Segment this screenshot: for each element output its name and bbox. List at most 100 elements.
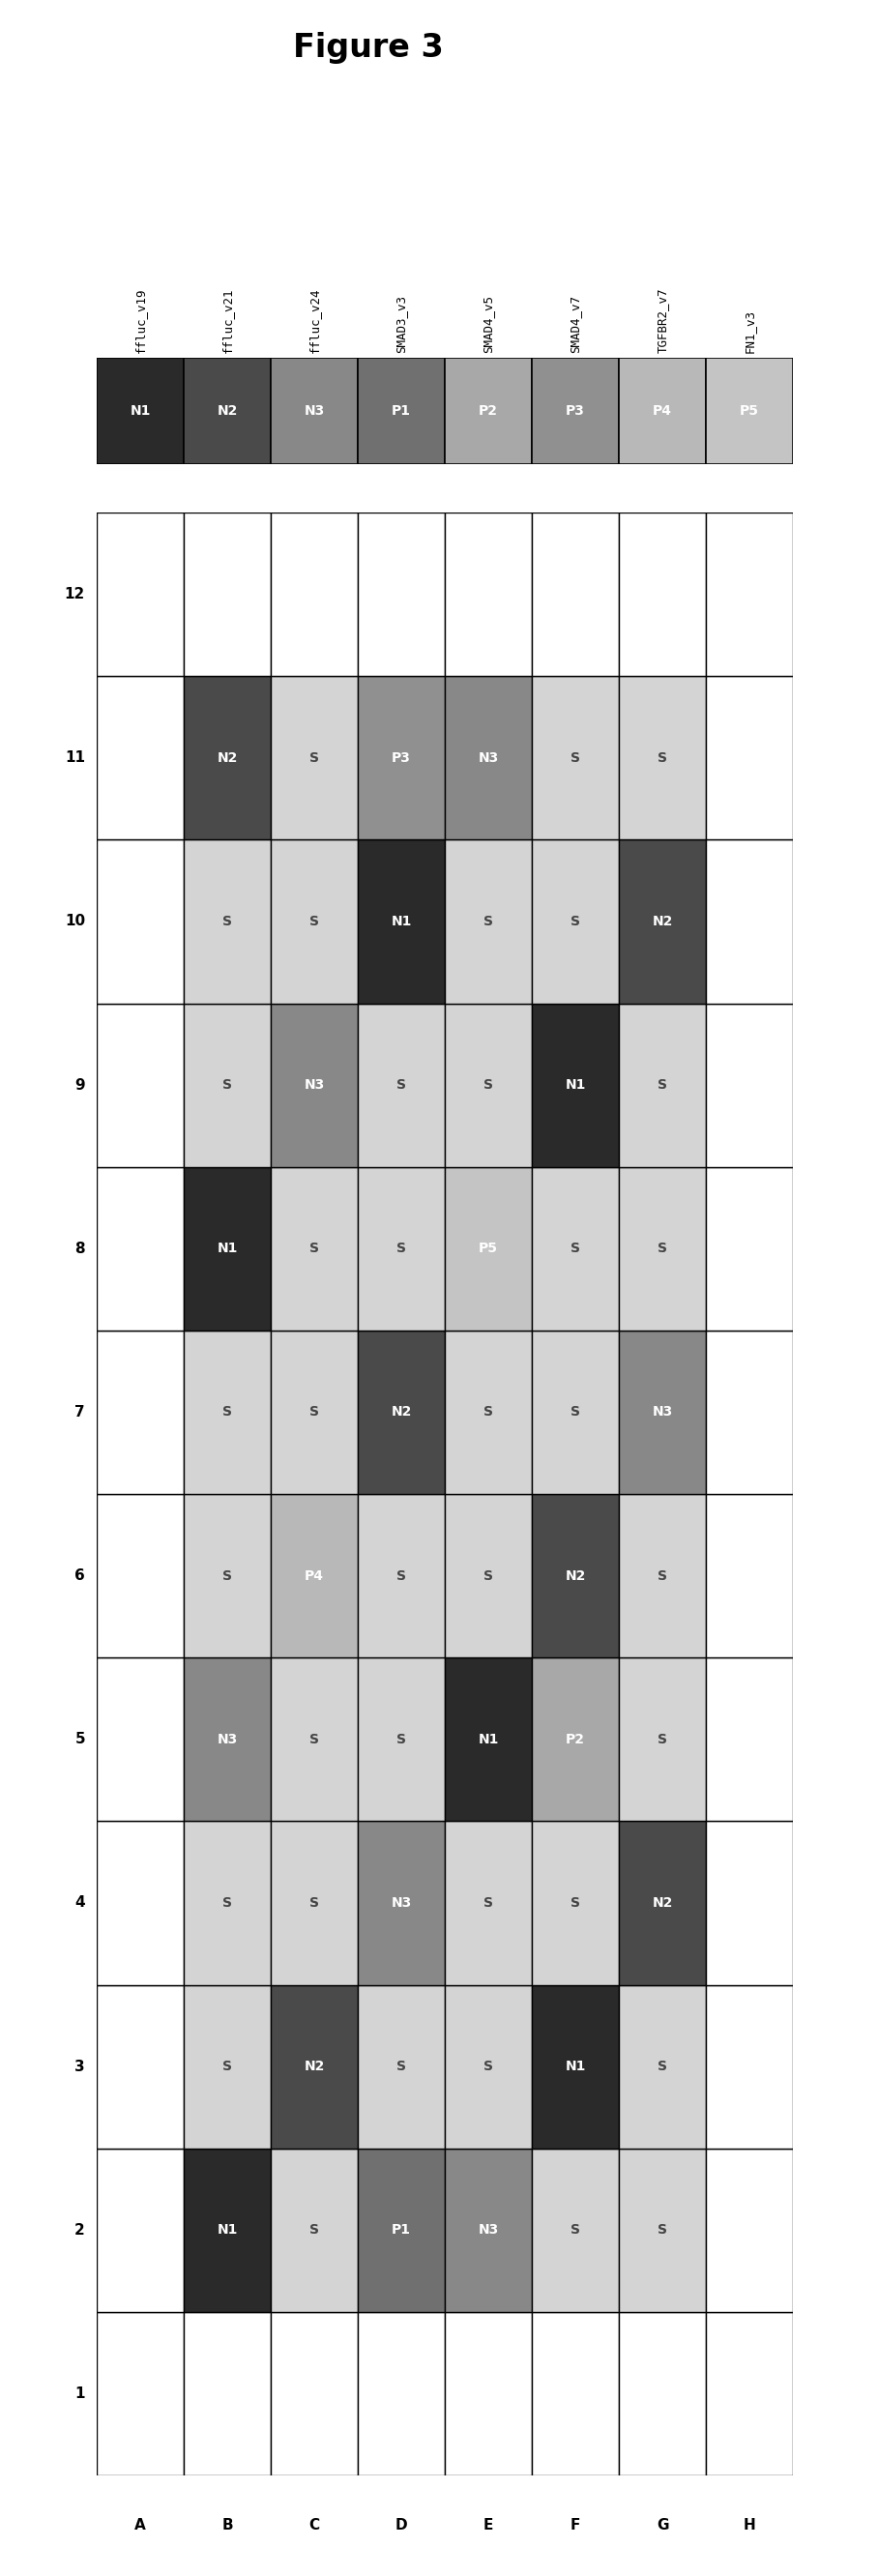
Text: N2: N2: [304, 2061, 325, 2074]
Bar: [532, 1167, 619, 1329]
Bar: [706, 1656, 793, 1821]
Text: S: S: [222, 1079, 232, 1092]
Text: P3: P3: [565, 404, 585, 417]
Bar: [706, 1167, 793, 1329]
Text: S: S: [658, 1569, 667, 1582]
Text: P1: P1: [392, 2223, 411, 2236]
Bar: [184, 1167, 270, 1329]
Text: N1: N1: [391, 914, 412, 927]
Text: N2: N2: [652, 914, 673, 927]
Text: N3: N3: [478, 2223, 499, 2236]
Text: P4: P4: [305, 1569, 324, 1582]
Text: S: S: [309, 1734, 319, 1747]
Bar: [532, 1821, 619, 1984]
Text: P4: P4: [652, 404, 672, 417]
Text: N1: N1: [565, 1079, 586, 1092]
Text: S: S: [484, 1569, 493, 1582]
Bar: [532, 2148, 619, 2311]
Bar: [706, 1984, 793, 2148]
Text: P5: P5: [740, 404, 759, 417]
Text: N1: N1: [217, 2223, 238, 2236]
Bar: [532, 1494, 619, 1656]
Bar: [97, 1167, 184, 1329]
Text: C: C: [309, 2519, 320, 2532]
Bar: [270, 1002, 357, 1167]
Text: ffluc_v21: ffluc_v21: [221, 289, 234, 353]
Text: 9: 9: [75, 1077, 85, 1092]
Bar: [270, 1329, 357, 1494]
Bar: [706, 1821, 793, 1984]
Bar: [532, 358, 619, 464]
Text: N1: N1: [565, 2061, 586, 2074]
Bar: [532, 840, 619, 1002]
Bar: [532, 513, 619, 675]
Text: S: S: [309, 752, 319, 765]
Bar: [97, 2311, 184, 2476]
Text: 3: 3: [75, 2058, 85, 2074]
Text: 12: 12: [65, 587, 85, 603]
Bar: [445, 675, 532, 840]
Text: G: G: [657, 2519, 668, 2532]
Text: ffluc_v19: ffluc_v19: [134, 289, 147, 353]
Text: N2: N2: [652, 1896, 673, 1909]
Text: A: A: [134, 2519, 146, 2532]
Bar: [184, 2311, 270, 2476]
Bar: [357, 1329, 445, 1494]
Bar: [445, 1984, 532, 2148]
Bar: [184, 1329, 270, 1494]
Bar: [184, 840, 270, 1002]
Bar: [706, 1329, 793, 1494]
Bar: [532, 2311, 619, 2476]
Bar: [184, 1656, 270, 1821]
Bar: [445, 1656, 532, 1821]
Text: S: S: [222, 914, 232, 927]
Bar: [357, 840, 445, 1002]
Bar: [706, 840, 793, 1002]
Bar: [97, 1002, 184, 1167]
Bar: [619, 1821, 706, 1984]
Text: S: S: [222, 2061, 232, 2074]
Bar: [97, 1984, 184, 2148]
Text: S: S: [484, 2061, 493, 2074]
Bar: [706, 1494, 793, 1656]
Bar: [357, 1167, 445, 1329]
Bar: [445, 1002, 532, 1167]
Bar: [184, 1984, 270, 2148]
Text: SMAD4_v5: SMAD4_v5: [482, 294, 494, 353]
Text: ffluc_v24: ffluc_v24: [308, 289, 320, 353]
Text: S: S: [658, 1734, 667, 1747]
Bar: [357, 1494, 445, 1656]
Bar: [532, 1984, 619, 2148]
Bar: [270, 1656, 357, 1821]
Text: P1: P1: [392, 404, 411, 417]
Bar: [706, 675, 793, 840]
Text: N2: N2: [217, 404, 238, 417]
Text: S: S: [222, 1569, 232, 1582]
Bar: [97, 1329, 184, 1494]
Bar: [619, 840, 706, 1002]
Text: N3: N3: [304, 1079, 325, 1092]
Text: N3: N3: [652, 1406, 673, 1419]
Bar: [357, 1656, 445, 1821]
Bar: [445, 1494, 532, 1656]
Text: E: E: [483, 2519, 493, 2532]
Bar: [706, 513, 793, 675]
Text: S: S: [397, 1079, 407, 1092]
Text: S: S: [397, 1569, 407, 1582]
Text: N1: N1: [478, 1734, 499, 1747]
Bar: [619, 2311, 706, 2476]
Text: S: S: [571, 752, 580, 765]
Text: N3: N3: [391, 1896, 412, 1909]
Bar: [357, 1984, 445, 2148]
Text: P2: P2: [565, 1734, 585, 1747]
Text: S: S: [571, 1242, 580, 1255]
Bar: [619, 1329, 706, 1494]
Text: 2: 2: [75, 2223, 85, 2239]
Bar: [184, 1494, 270, 1656]
Bar: [97, 1656, 184, 1821]
Bar: [706, 2148, 793, 2311]
Text: S: S: [309, 1406, 319, 1419]
Text: 10: 10: [65, 914, 85, 930]
Text: B: B: [221, 2519, 233, 2532]
Bar: [97, 2148, 184, 2311]
